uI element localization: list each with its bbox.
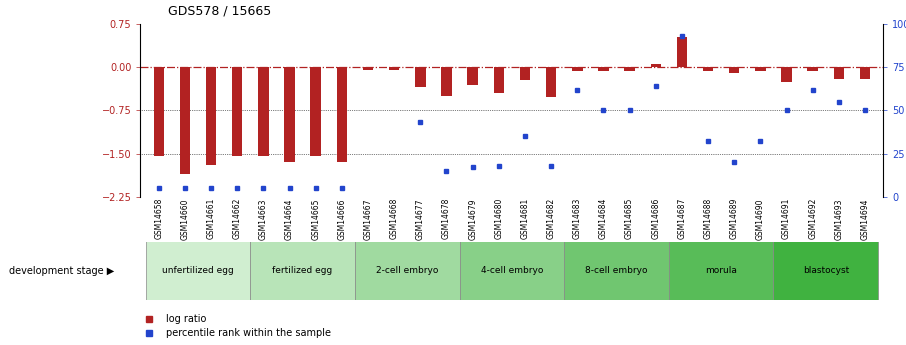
- Bar: [355, 241, 459, 300]
- Bar: [703, 67, 713, 71]
- Text: log ratio: log ratio: [166, 314, 207, 324]
- Text: development stage ▶: development stage ▶: [9, 266, 114, 276]
- Bar: [206, 67, 217, 165]
- Text: blastocyst: blastocyst: [803, 266, 849, 275]
- Bar: [729, 67, 739, 73]
- Bar: [362, 67, 373, 70]
- Bar: [284, 67, 294, 162]
- Bar: [459, 241, 564, 300]
- Bar: [258, 67, 268, 156]
- Bar: [669, 241, 774, 300]
- Bar: [546, 67, 556, 97]
- Text: 4-cell embryo: 4-cell embryo: [481, 266, 543, 275]
- Text: GDS578 / 15665: GDS578 / 15665: [168, 4, 271, 17]
- Bar: [311, 67, 321, 156]
- Bar: [807, 67, 818, 71]
- Text: percentile rank within the sample: percentile rank within the sample: [166, 328, 331, 338]
- Bar: [146, 241, 250, 300]
- Bar: [651, 64, 661, 67]
- Bar: [494, 67, 504, 93]
- Text: 2-cell embryo: 2-cell embryo: [376, 266, 439, 275]
- Bar: [232, 67, 243, 156]
- Bar: [834, 67, 844, 79]
- Text: fertilized egg: fertilized egg: [273, 266, 333, 275]
- Bar: [756, 67, 766, 71]
- Bar: [467, 67, 477, 85]
- Bar: [153, 67, 164, 156]
- Bar: [415, 67, 426, 87]
- Bar: [250, 241, 355, 300]
- Bar: [860, 67, 871, 79]
- Bar: [624, 67, 635, 71]
- Bar: [572, 67, 583, 71]
- Bar: [179, 67, 190, 174]
- Bar: [441, 67, 452, 96]
- Bar: [677, 37, 687, 67]
- Bar: [520, 67, 530, 80]
- Bar: [564, 241, 669, 300]
- Bar: [774, 241, 878, 300]
- Text: unfertilized egg: unfertilized egg: [162, 266, 234, 275]
- Text: morula: morula: [705, 266, 737, 275]
- Bar: [598, 67, 609, 71]
- Bar: [781, 67, 792, 82]
- Bar: [389, 67, 400, 70]
- Text: 8-cell embryo: 8-cell embryo: [585, 266, 648, 275]
- Bar: [337, 67, 347, 162]
